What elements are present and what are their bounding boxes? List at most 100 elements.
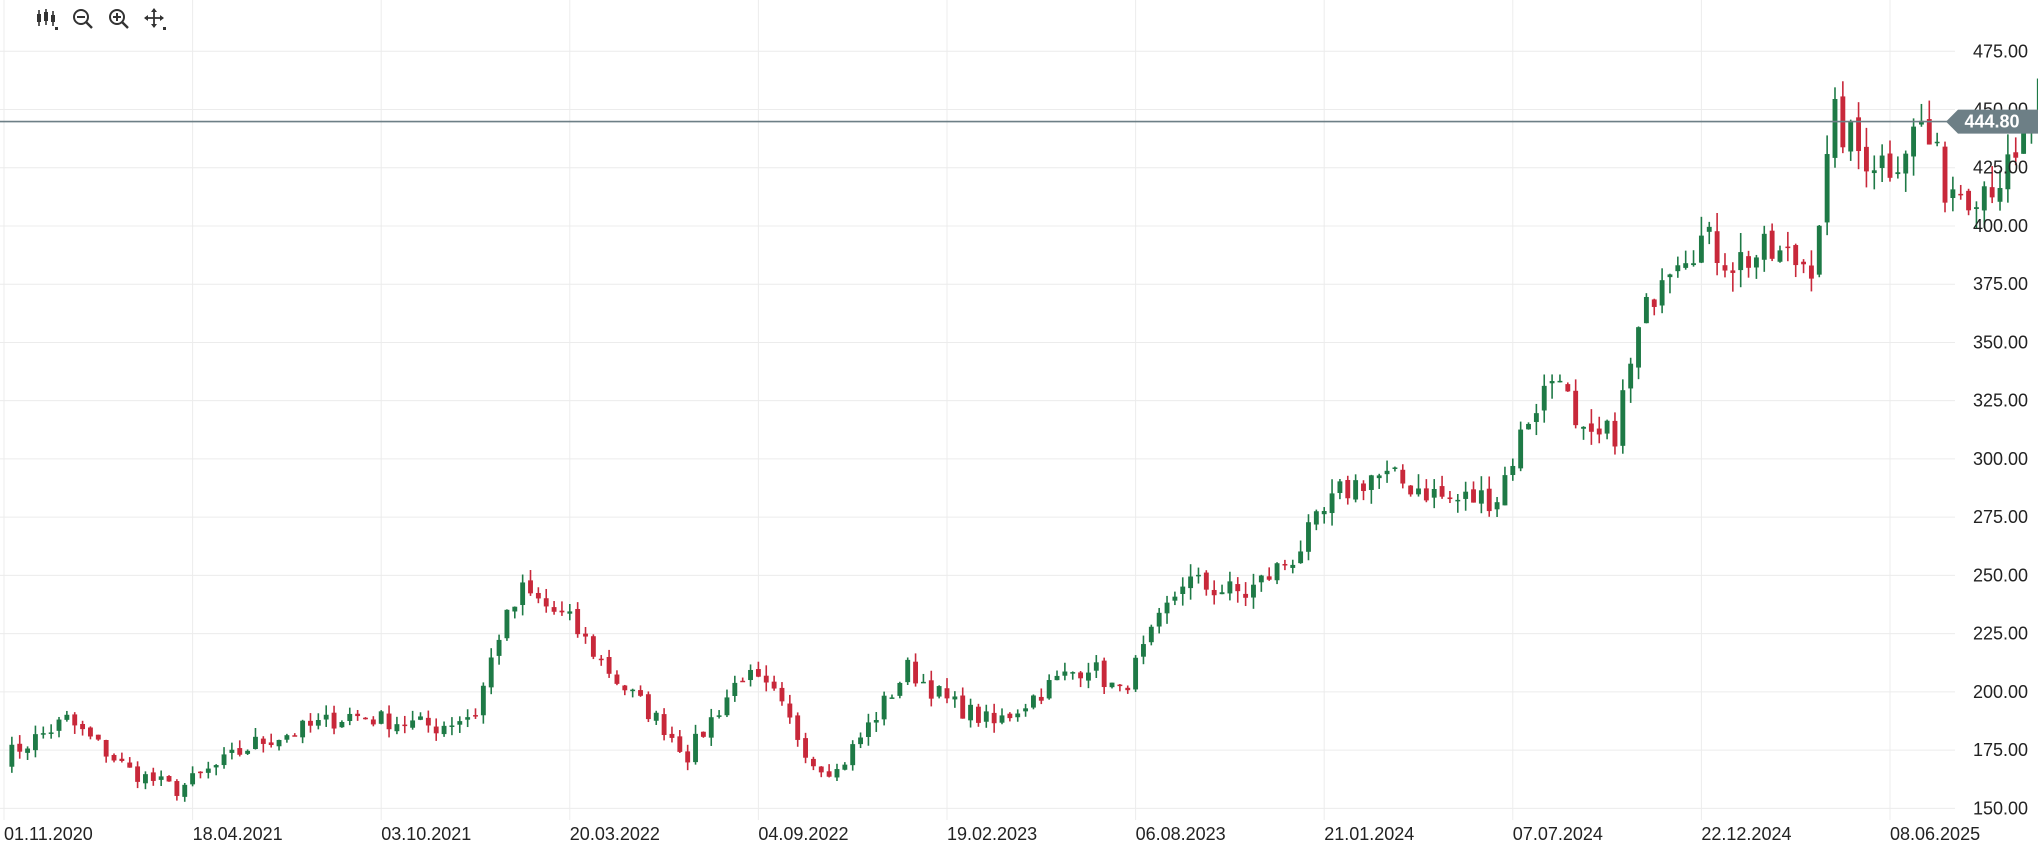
candle-up <box>1816 224 1822 278</box>
candle-down <box>1856 102 1862 170</box>
candle-body <box>1141 644 1146 657</box>
candle-up <box>378 710 384 725</box>
candle-up <box>496 634 502 665</box>
candle-body <box>1211 589 1217 596</box>
candle-body <box>952 696 958 700</box>
candle-body <box>1148 626 1154 643</box>
candle-body <box>1361 483 1366 492</box>
candle-body <box>975 706 981 723</box>
candle-body <box>795 715 801 740</box>
candle-body <box>905 659 911 683</box>
candle-body <box>1258 575 1264 583</box>
candle-body <box>1596 428 1602 435</box>
candle-up <box>245 749 251 756</box>
candle-down <box>1117 683 1123 692</box>
candle-body <box>457 721 463 725</box>
candle-body <box>1086 672 1091 681</box>
x-tick-label: 22.12.2024 <box>1701 824 1791 844</box>
candle-down <box>598 655 604 666</box>
candle-up <box>143 771 148 790</box>
candle-body <box>1282 563 1288 566</box>
candle-body <box>1557 380 1563 383</box>
candle-body <box>1722 265 1728 271</box>
candle-body <box>1125 687 1131 691</box>
candle-up <box>276 739 282 751</box>
candle-down <box>473 708 478 719</box>
candle-up <box>1974 201 1979 229</box>
candle-body <box>543 598 549 607</box>
candle-down <box>111 753 117 763</box>
pan-button[interactable] <box>142 6 168 32</box>
candle-body <box>292 735 298 737</box>
candle-body <box>1376 475 1382 479</box>
current-price-label: 444.80 <box>1964 112 2019 132</box>
candle-up <box>64 710 70 722</box>
candle-body <box>1887 153 1893 178</box>
candle-body <box>1628 363 1634 389</box>
candle-up <box>504 609 510 641</box>
candle-up <box>1054 670 1060 681</box>
x-tick-label: 01.11.2020 <box>4 824 93 844</box>
candle-body <box>1926 119 1932 145</box>
candle-body <box>2021 133 2027 154</box>
candle-body <box>331 712 337 729</box>
candle-up <box>1541 374 1547 423</box>
y-tick-label: 200.00 <box>1973 682 2028 702</box>
zoom-in-button[interactable] <box>106 6 132 32</box>
candle-down <box>991 703 997 733</box>
y-axis: 150.00 175.00 200.00 225.00 250.00 275.00 300.… <box>1973 41 2028 818</box>
candle-up <box>1706 221 1712 245</box>
chart-type-button[interactable] <box>34 6 60 32</box>
candle-down <box>1101 657 1107 695</box>
candle-down <box>268 733 274 748</box>
candle-body <box>1746 256 1751 268</box>
candle-down <box>913 653 919 687</box>
candle-body <box>32 734 38 751</box>
candle-body <box>1691 263 1696 266</box>
candle-body <box>268 742 274 746</box>
candle-down <box>331 705 337 735</box>
candle-down <box>638 685 643 697</box>
candle-body <box>2036 78 2038 125</box>
candle-up <box>1683 250 1689 270</box>
candle-body <box>999 715 1005 723</box>
candle-up <box>213 764 219 776</box>
candle-up <box>693 724 698 765</box>
candle-up <box>1046 674 1052 700</box>
candle-body <box>1235 584 1241 592</box>
candle-down <box>1486 476 1492 517</box>
candle-down <box>826 764 832 778</box>
candle-down <box>975 703 981 727</box>
candle-up <box>300 719 306 744</box>
candle-down <box>583 627 588 644</box>
candle-down <box>1345 475 1351 505</box>
candle-up <box>457 716 463 733</box>
candle-body <box>724 697 730 716</box>
candle-body <box>567 611 573 614</box>
candle-up <box>48 724 54 739</box>
candle-down <box>1714 212 1720 276</box>
grid-lines <box>0 0 1955 820</box>
candle-down <box>103 739 109 763</box>
candle-body <box>418 716 423 720</box>
candle-body <box>858 737 863 745</box>
candle-down <box>818 766 824 778</box>
candle-body <box>2005 154 2011 190</box>
zoom-out-button[interactable] <box>70 6 96 32</box>
candle-body <box>1188 576 1194 589</box>
candle-body <box>95 734 101 740</box>
candle-up <box>1871 155 1877 190</box>
candle-body <box>1313 511 1319 525</box>
candle-body <box>1353 480 1359 500</box>
candle-body <box>850 744 856 766</box>
candle-body <box>685 751 691 763</box>
candle-body <box>253 736 258 749</box>
candle-down <box>198 771 203 779</box>
candle-down <box>1235 577 1241 603</box>
candle-body <box>606 657 612 674</box>
candle-body <box>936 686 942 697</box>
candle-down <box>433 718 439 741</box>
candle-up <box>1463 481 1469 511</box>
